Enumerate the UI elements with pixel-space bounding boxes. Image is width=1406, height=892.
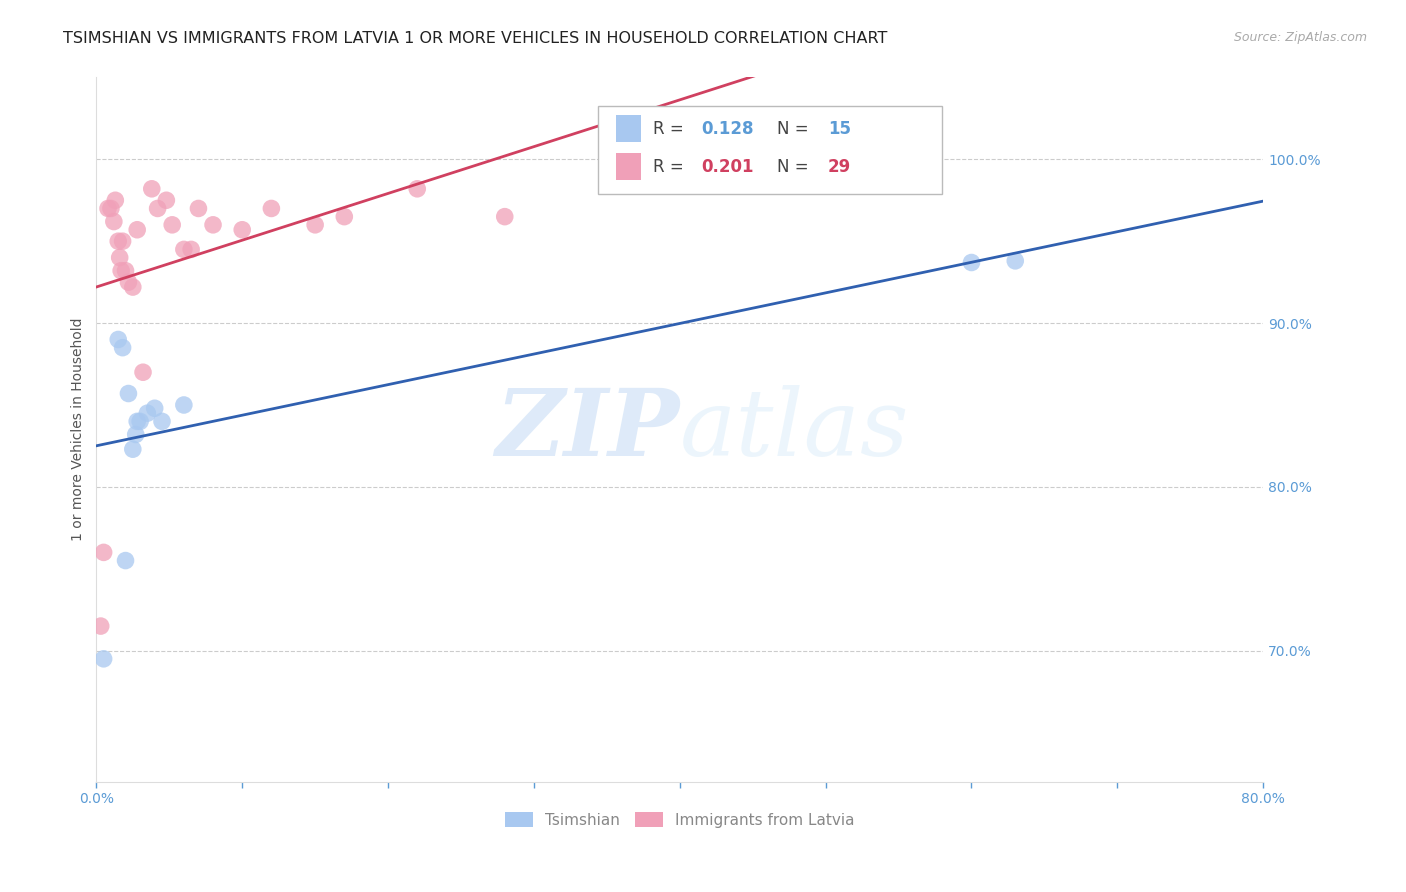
Point xyxy=(114,553,136,567)
Point xyxy=(231,223,253,237)
Text: Source: ZipAtlas.com: Source: ZipAtlas.com xyxy=(1233,31,1367,45)
Point xyxy=(104,194,127,208)
Point xyxy=(260,202,283,216)
Point xyxy=(97,202,120,216)
FancyBboxPatch shape xyxy=(598,105,942,194)
Point xyxy=(136,406,159,420)
Point xyxy=(146,202,169,216)
Point xyxy=(143,401,166,416)
Point xyxy=(173,398,195,412)
Point xyxy=(110,263,132,277)
Point xyxy=(406,182,429,196)
Point xyxy=(160,218,183,232)
Point xyxy=(333,210,356,224)
Point xyxy=(127,414,149,428)
Text: 0.201: 0.201 xyxy=(700,158,754,176)
Text: ZIP: ZIP xyxy=(495,384,679,475)
FancyBboxPatch shape xyxy=(616,115,641,142)
Point xyxy=(494,210,516,224)
Point xyxy=(202,218,225,232)
Point xyxy=(132,365,155,379)
FancyBboxPatch shape xyxy=(616,153,641,180)
Point xyxy=(121,280,143,294)
Point xyxy=(173,243,195,257)
Point xyxy=(121,442,143,457)
Legend: Tsimshian, Immigrants from Latvia: Tsimshian, Immigrants from Latvia xyxy=(499,805,860,834)
Point xyxy=(111,341,134,355)
Text: 29: 29 xyxy=(828,158,851,176)
Text: R =: R = xyxy=(652,158,689,176)
Text: N =: N = xyxy=(776,120,814,138)
Point xyxy=(117,275,139,289)
Point xyxy=(93,652,115,666)
Point xyxy=(93,545,115,559)
Point xyxy=(114,263,136,277)
Point xyxy=(960,255,983,269)
Point xyxy=(129,414,152,428)
Text: TSIMSHIAN VS IMMIGRANTS FROM LATVIA 1 OR MORE VEHICLES IN HOUSEHOLD CORRELATION : TSIMSHIAN VS IMMIGRANTS FROM LATVIA 1 OR… xyxy=(63,31,887,46)
Text: N =: N = xyxy=(776,158,814,176)
Text: R =: R = xyxy=(652,120,689,138)
Point xyxy=(100,202,122,216)
Text: 0.128: 0.128 xyxy=(700,120,754,138)
Point xyxy=(127,223,149,237)
Point xyxy=(111,234,134,248)
Point xyxy=(180,243,202,257)
Point xyxy=(107,333,129,347)
Point xyxy=(150,414,173,428)
Text: atlas: atlas xyxy=(679,384,910,475)
Point xyxy=(187,202,209,216)
Point xyxy=(108,251,131,265)
Point xyxy=(103,214,125,228)
Point xyxy=(117,386,139,401)
Point xyxy=(141,182,163,196)
Point xyxy=(155,194,177,208)
Point xyxy=(125,427,148,442)
Point xyxy=(304,218,326,232)
Y-axis label: 1 or more Vehicles in Household: 1 or more Vehicles in Household xyxy=(72,318,86,541)
Point xyxy=(107,234,129,248)
Point xyxy=(90,619,112,633)
Point xyxy=(1004,253,1026,268)
Text: 15: 15 xyxy=(828,120,851,138)
